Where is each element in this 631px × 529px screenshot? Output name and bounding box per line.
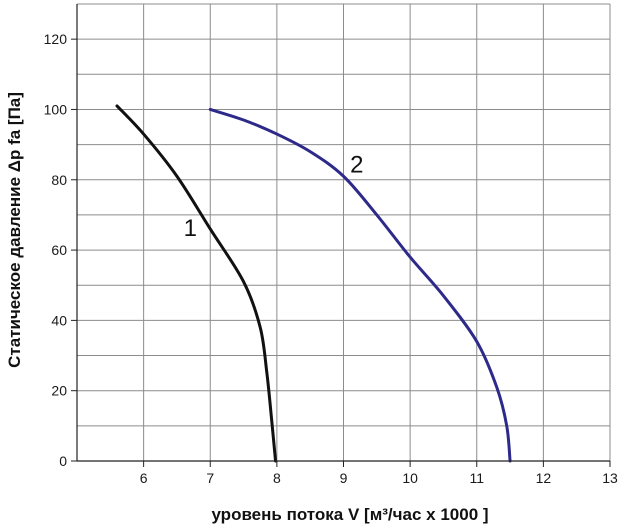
curve-label-1: 1 <box>184 215 197 242</box>
y-tick-label: 120 <box>44 31 68 47</box>
x-tick-label: 6 <box>140 470 148 486</box>
y-tick-label: 100 <box>44 101 68 117</box>
axes <box>71 4 611 467</box>
curve-labels: 12 <box>184 152 364 242</box>
x-tick-label: 8 <box>273 470 281 486</box>
grid <box>76 3 611 461</box>
x-tick-label: 11 <box>469 470 484 486</box>
curve-label-2: 2 <box>350 152 363 179</box>
x-tick-label: 12 <box>536 470 552 486</box>
series-layer <box>115 104 512 463</box>
y-tick-label: 0 <box>59 453 67 469</box>
y-tick-label: 40 <box>51 312 67 328</box>
y-tick-label: 60 <box>51 242 67 258</box>
x-tick-label: 13 <box>602 470 618 486</box>
x-tick-label: 7 <box>206 470 214 486</box>
y-axis-title: Статическое давление Δp fa [Па] <box>5 92 24 368</box>
series-line-1 <box>115 104 278 463</box>
x-axis-title: уровень потока V [м³/час x 1000 ] <box>211 505 488 524</box>
x-tick-label: 9 <box>340 470 348 486</box>
x-tick-label: 10 <box>402 470 418 486</box>
y-tick-label: 20 <box>51 383 67 399</box>
series-line-2 <box>208 107 512 463</box>
y-tick-label: 80 <box>51 172 67 188</box>
